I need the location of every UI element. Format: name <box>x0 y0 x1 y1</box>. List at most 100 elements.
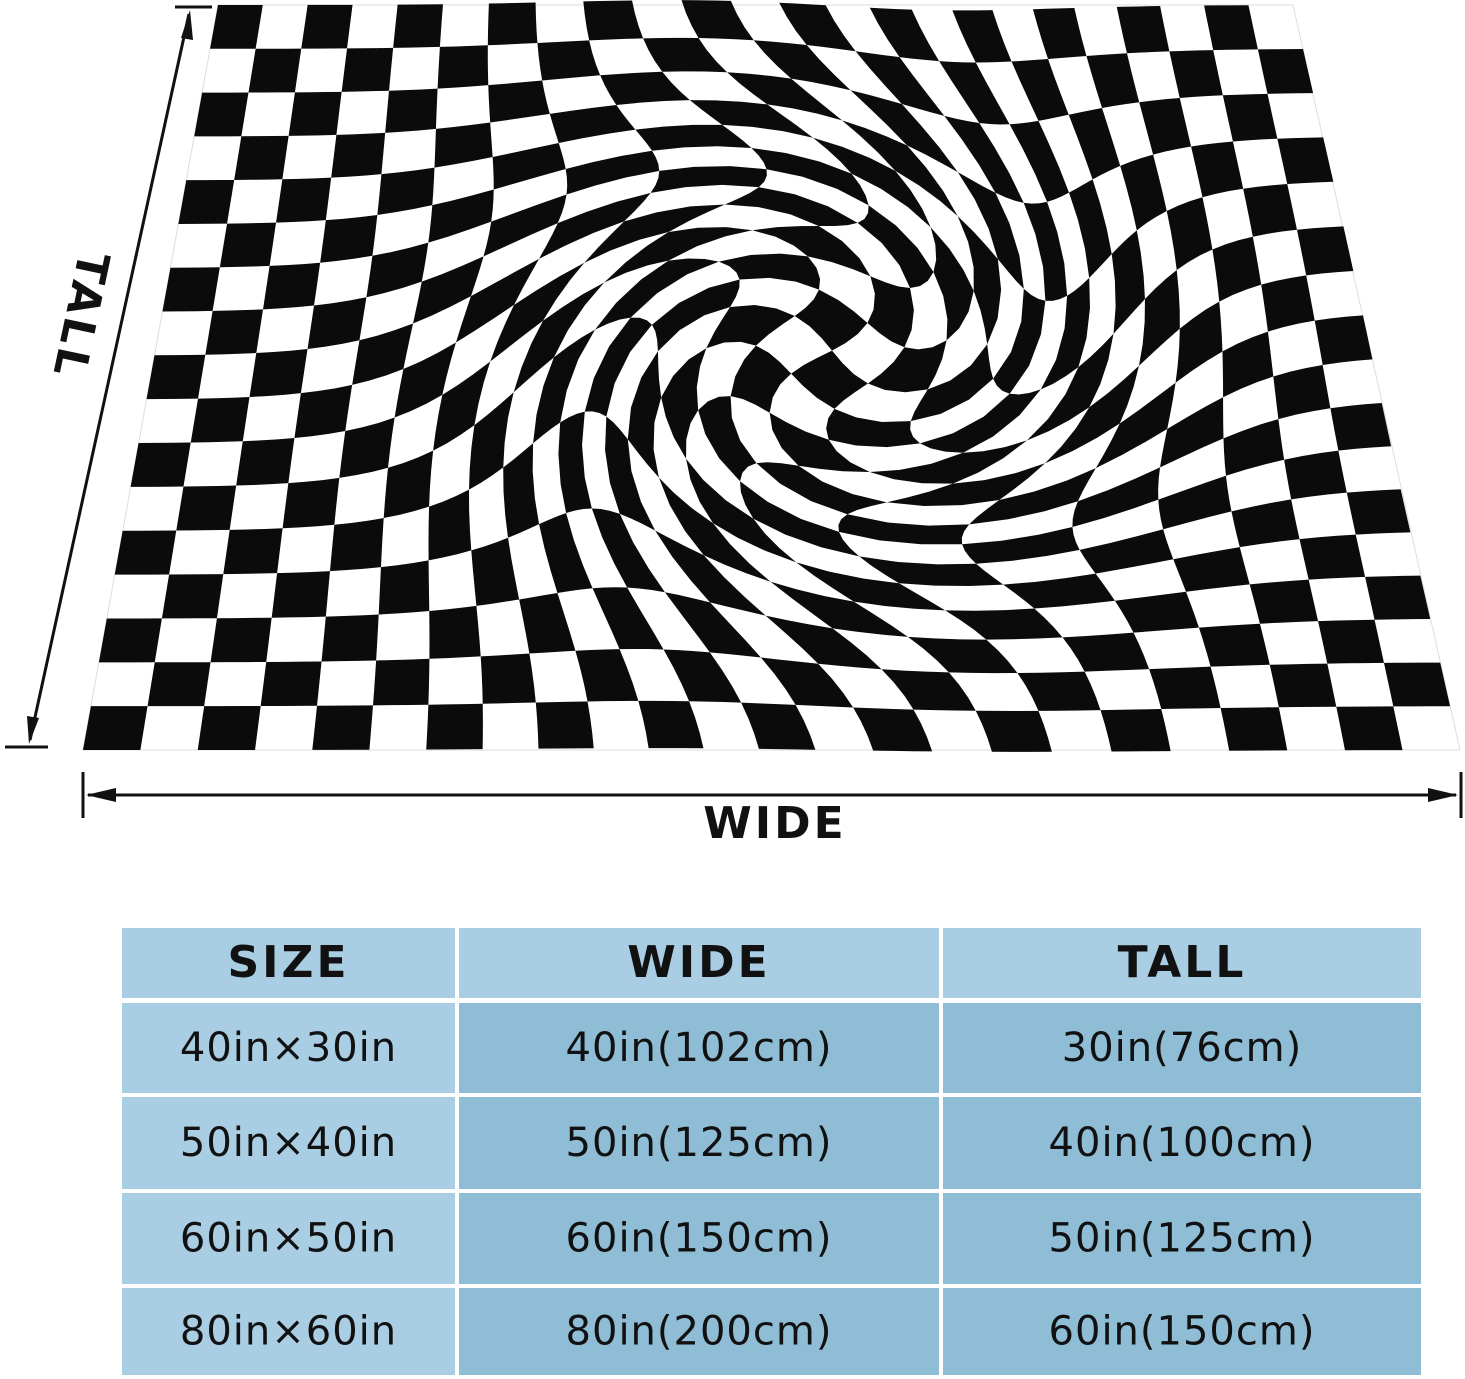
checker-square <box>975 710 1052 752</box>
checker-square <box>769 412 870 473</box>
checker-square <box>730 345 792 413</box>
checker-square <box>294 384 353 438</box>
table-cell <box>122 1003 455 1093</box>
checker-square <box>1222 331 1274 398</box>
checker-square <box>434 122 493 168</box>
checker-square <box>952 10 1012 63</box>
checker-square <box>301 4 353 49</box>
checker-square <box>650 166 767 193</box>
header-text: WIDE <box>627 937 770 988</box>
checker-square <box>1212 236 1262 302</box>
checker-square <box>428 189 494 243</box>
checker-square <box>655 530 766 616</box>
checker-square <box>791 350 868 409</box>
checker-square <box>549 105 636 144</box>
table-cell <box>943 1193 1421 1284</box>
checker-square <box>331 132 386 178</box>
checker-square <box>638 700 704 749</box>
checker-square <box>393 4 443 48</box>
checker-square <box>724 187 858 227</box>
checker-square <box>770 581 908 637</box>
checker-square <box>339 417 395 478</box>
checker-square <box>842 120 958 217</box>
checker-square <box>341 47 394 92</box>
checker-square <box>1365 575 1431 620</box>
checker-square <box>176 485 237 531</box>
cell-text: 60in(150cm) <box>1049 1309 1316 1355</box>
checker-square <box>433 361 491 451</box>
checker-square <box>993 288 1046 394</box>
checker-square <box>565 150 660 195</box>
cell-text: 50in(125cm) <box>1049 1216 1316 1262</box>
checker-square <box>605 416 656 531</box>
checker-square <box>276 177 332 223</box>
checker-square <box>178 179 235 224</box>
checker-square <box>760 657 854 708</box>
checker-square <box>658 477 771 582</box>
checker-square <box>1011 58 1069 121</box>
checker-square <box>312 705 374 750</box>
checker-square <box>249 348 308 398</box>
checker-square <box>383 450 434 519</box>
checker-square <box>1273 364 1331 420</box>
checker-square <box>855 51 945 116</box>
checker-square <box>513 282 605 393</box>
checker-square <box>969 468 1096 525</box>
checker-square <box>1220 707 1288 751</box>
checker-square <box>205 309 264 355</box>
checker-square <box>490 262 585 362</box>
checker-square <box>471 537 520 606</box>
checker-square <box>794 289 868 351</box>
wide-arrow <box>81 772 1463 818</box>
checker-square <box>1169 50 1223 98</box>
checker-square <box>1062 632 1150 672</box>
checker-square <box>962 526 1080 564</box>
checker-square <box>1383 662 1451 707</box>
checker-square <box>907 636 1018 674</box>
checker-square <box>1223 419 1285 476</box>
checker-square <box>910 344 994 422</box>
size-table: SIZE WIDE TALL 40in×30in 40in(102cm) 30in(76c… <box>122 928 1421 1375</box>
table-cell <box>943 1288 1421 1375</box>
checker-square <box>210 4 263 49</box>
checker-square <box>161 574 224 619</box>
checker-square <box>1257 49 1314 94</box>
cell-text: 40in(102cm) <box>566 1025 833 1071</box>
checker-square <box>853 707 933 752</box>
checker-square <box>1175 301 1223 383</box>
checker-square <box>1158 475 1232 530</box>
checker-square <box>373 658 430 706</box>
checker-square <box>533 329 596 444</box>
checker-square <box>234 135 289 180</box>
checker-square <box>1222 93 1278 142</box>
checker-square <box>686 458 797 563</box>
cell-text: 60in(150cm) <box>566 1216 833 1262</box>
checker-square <box>838 514 970 545</box>
checker-square <box>1314 315 1373 365</box>
checker-square <box>583 0 644 41</box>
checker-square <box>1100 709 1171 752</box>
checker-square <box>1023 201 1068 301</box>
checker-square <box>288 91 342 136</box>
checker-square <box>1166 197 1213 271</box>
checker-square <box>503 443 540 538</box>
checker-square <box>535 701 594 749</box>
checker-square <box>1269 663 1337 708</box>
checker-square <box>437 45 489 89</box>
checker-square <box>869 7 940 62</box>
cell-text: 40in(100cm) <box>1049 1120 1316 1166</box>
checker-square <box>1277 137 1334 185</box>
checker-square <box>98 618 162 663</box>
header-cell <box>122 928 455 998</box>
checker-square <box>919 389 1041 453</box>
checker-square <box>663 649 742 703</box>
checker-square <box>320 214 378 263</box>
checker-square <box>413 256 484 324</box>
checker-square <box>385 88 438 133</box>
checker-square <box>190 397 250 443</box>
checker-square <box>487 2 538 46</box>
table-cell <box>122 1097 455 1189</box>
checker-square <box>886 463 1046 507</box>
checker-square <box>1069 179 1112 278</box>
